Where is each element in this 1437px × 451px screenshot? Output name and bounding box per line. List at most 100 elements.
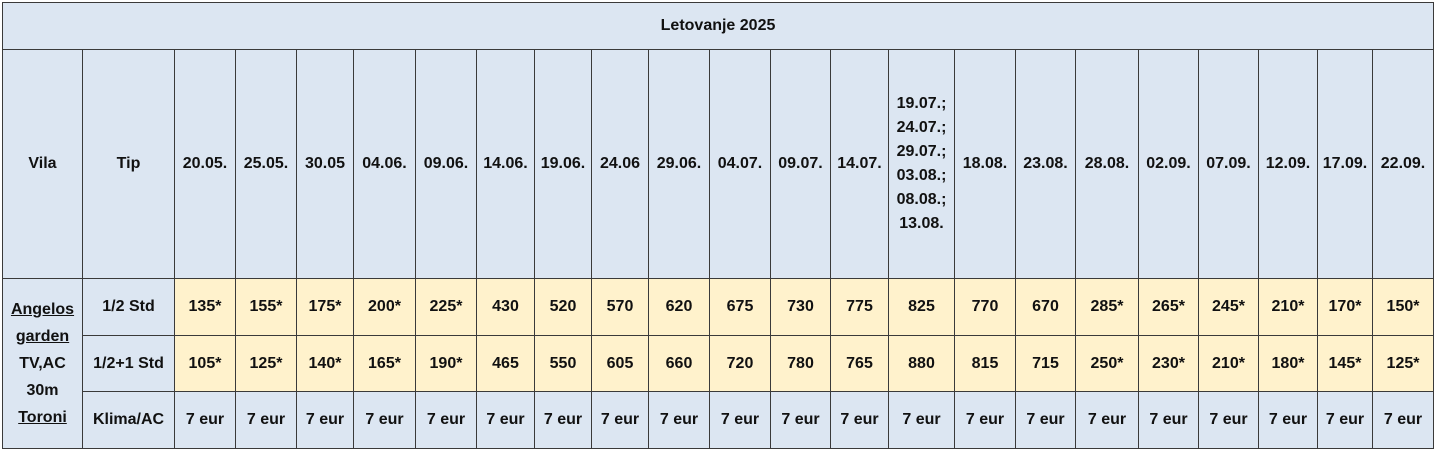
price-cell: 465 <box>476 335 535 392</box>
price-cell: 730 <box>770 278 831 336</box>
tip-cell: Klima/AC <box>82 391 175 449</box>
column-header: 22.09. <box>1371 49 1435 279</box>
price-cell: 780 <box>770 335 831 392</box>
column-header: 09.06. <box>415 49 477 279</box>
price-cell: 210* <box>1198 335 1259 392</box>
column-header: 28.08. <box>1075 49 1139 279</box>
column-header: 04.07. <box>709 49 771 279</box>
vila-cell: Angelos garden TV,AC 30m Toroni <box>2 278 83 449</box>
column-header: 20.05. <box>174 49 236 279</box>
price-cell: 230* <box>1138 335 1199 392</box>
column-header: 12.09. <box>1258 49 1318 279</box>
price-cell: 150* <box>1371 278 1435 336</box>
price-cell: 125* <box>235 335 297 392</box>
price-cell: 7 eur <box>476 391 535 449</box>
price-cell: 7 eur <box>1371 391 1435 449</box>
column-header: 30.05 <box>296 49 354 279</box>
price-cell: 675 <box>709 278 771 336</box>
price-cell: 7 eur <box>1015 391 1076 449</box>
data-row: 1/2+1 Std 105* 125* 140* 165* 190* 465 550 605 66… <box>3 335 1435 392</box>
price-cell: 660 <box>648 335 710 392</box>
price-cell: 7 eur <box>830 391 889 449</box>
price-cell: 7 eur <box>888 391 955 449</box>
price-cell: 175* <box>296 278 354 336</box>
price-cell: 7 eur <box>954 391 1016 449</box>
price-cell: 7 eur <box>296 391 354 449</box>
price-cell: 7 eur <box>415 391 477 449</box>
vila-link[interactable]: Angelos garden <box>10 301 75 345</box>
price-cell: 765 <box>830 335 889 392</box>
column-header: 19.06. <box>534 49 592 279</box>
tip-cell: 1/2 Std <box>82 278 175 336</box>
price-cell: 605 <box>591 335 649 392</box>
price-cell: 225* <box>415 278 477 336</box>
price-cell: 7 eur <box>1075 391 1139 449</box>
price-cell: 7 eur <box>534 391 592 449</box>
vila-location-link[interactable]: Toroni <box>18 409 67 426</box>
price-cell: 180* <box>1258 335 1318 392</box>
column-header: 18.08. <box>954 49 1016 279</box>
price-cell: 155* <box>235 278 297 336</box>
price-cell: 720 <box>709 335 771 392</box>
column-header: 04.06. <box>353 49 416 279</box>
price-cell: 140* <box>296 335 354 392</box>
column-header: 14.06. <box>476 49 535 279</box>
vila-details: TV,AC 30m <box>19 355 66 399</box>
column-header: 07.09. <box>1198 49 1259 279</box>
title-row: Letovanje 2025 <box>1 2 1435 50</box>
price-cell: 125* <box>1371 335 1435 392</box>
price-cell: 170* <box>1317 278 1373 336</box>
price-cell: 7 eur <box>1138 391 1199 449</box>
price-cell: 135* <box>174 278 236 336</box>
price-cell: 770 <box>954 278 1016 336</box>
price-cell: 775 <box>830 278 889 336</box>
price-cell: 715 <box>1015 335 1076 392</box>
column-header: 14.07. <box>830 49 889 279</box>
column-header: 23.08. <box>1015 49 1076 279</box>
price-cell: 7 eur <box>770 391 831 449</box>
price-cell: 265* <box>1138 278 1199 336</box>
column-header: 02.09. <box>1138 49 1199 279</box>
price-cell: 7 eur <box>648 391 710 449</box>
price-cell: 190* <box>415 335 477 392</box>
price-cell: 245* <box>1198 278 1259 336</box>
price-cell: 670 <box>1015 278 1076 336</box>
price-cell: 7 eur <box>1198 391 1259 449</box>
column-header: Vila <box>2 49 83 279</box>
price-cell: 7 eur <box>174 391 236 449</box>
data-row: Angelos garden TV,AC 30m Toroni 1/2 Std 135*… <box>2 278 1435 449</box>
price-cell: 165* <box>353 335 416 392</box>
price-cell: 200* <box>353 278 416 336</box>
data-row: Klima/AC 7 eur 7 eur 7 eur 7 eur 7 eur 7 eur 7 … <box>3 391 1435 449</box>
price-cell: 7 eur <box>591 391 649 449</box>
column-header: 25.05. <box>235 49 297 279</box>
header-row: Vila Tip 20.05. 25.05. 30.05 04.06. 09.06. 14.0… <box>2 49 1435 279</box>
price-cell: 145* <box>1317 335 1373 392</box>
table-title: Letovanje 2025 <box>1 2 1435 50</box>
price-cell: 7 eur <box>353 391 416 449</box>
price-cell: 7 eur <box>709 391 771 449</box>
price-cell: 815 <box>954 335 1016 392</box>
price-cell: 550 <box>534 335 592 392</box>
price-cell: 880 <box>888 335 955 392</box>
column-header: 09.07. <box>770 49 831 279</box>
price-cell: 7 eur <box>235 391 297 449</box>
price-cell: 620 <box>648 278 710 336</box>
tip-cell: 1/2+1 Std <box>82 335 175 392</box>
price-cell: 105* <box>174 335 236 392</box>
column-header: 17.09. <box>1317 49 1373 279</box>
price-cell: 570 <box>591 278 649 336</box>
column-header: Tip <box>82 49 175 279</box>
price-cell: 7 eur <box>1317 391 1373 449</box>
price-cell: 7 eur <box>1258 391 1318 449</box>
column-header: 29.06. <box>648 49 710 279</box>
price-cell: 285* <box>1075 278 1139 336</box>
price-cell: 825 <box>888 278 955 336</box>
price-cell: 520 <box>534 278 592 336</box>
price-cell: 210* <box>1258 278 1318 336</box>
column-header: 24.06 <box>591 49 649 279</box>
price-cell: 250* <box>1075 335 1139 392</box>
